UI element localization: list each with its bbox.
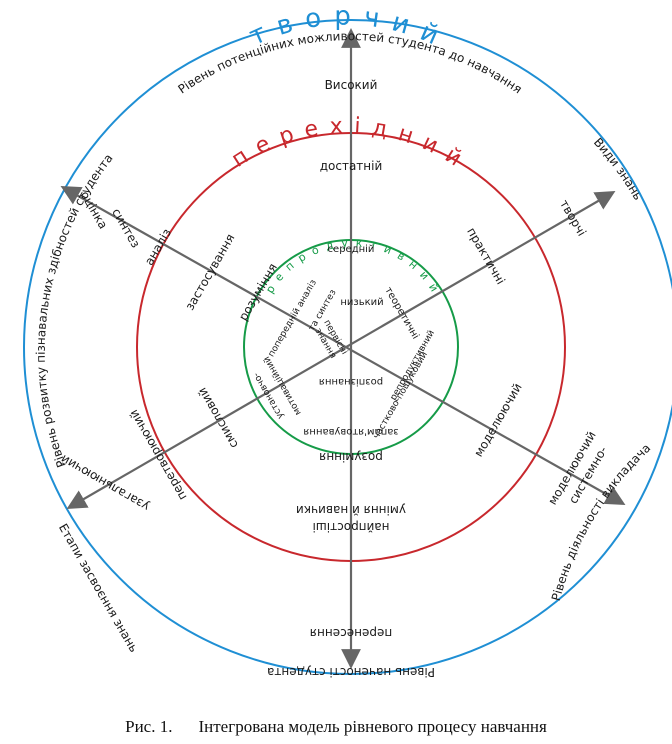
outer-circle [23,19,672,675]
label-understanding-bottom: розуміння [319,450,383,464]
outer-right-top-label: Види знань [591,135,645,202]
label-recognition: розпізнання [319,376,383,388]
caption-title: Інтегрована модель рівневого процесу нав… [198,717,547,736]
label-transfer: перенесення [310,626,392,640]
level-low: низький [340,297,383,308]
label-modeling: моделюючий [471,381,524,460]
outer-bottom-left-label: Етапи засвоєння знань [56,521,141,654]
level-sufficient: достатній [320,159,383,173]
label-simplest-2: уміння й навички [296,503,406,517]
label-transforming: перетворюючий [126,407,189,502]
label-application: застосування [183,231,238,312]
caption-number: Рис. 1. [125,717,173,736]
label-simplest-1: найпростіші [312,520,389,534]
right-axis [66,191,616,509]
outer-left-label: Рівень розвитку пізнавальних здібностей … [34,151,116,469]
label-theoretical: теоретичні [382,285,421,341]
label-memorization: запам'ятовування [303,426,398,437]
level-high: Високий [325,78,378,92]
level-middle: середній [328,243,375,255]
label-semantic: смисловий [195,385,241,451]
outer-bottom-label: Рівень наченості студента [267,665,435,679]
label-creative-knowledge: творчі [557,197,589,238]
label-synthesis: синтез [109,206,143,250]
figure-caption: Рис. 1. Інтегрована модель рівневого проц… [0,717,672,737]
